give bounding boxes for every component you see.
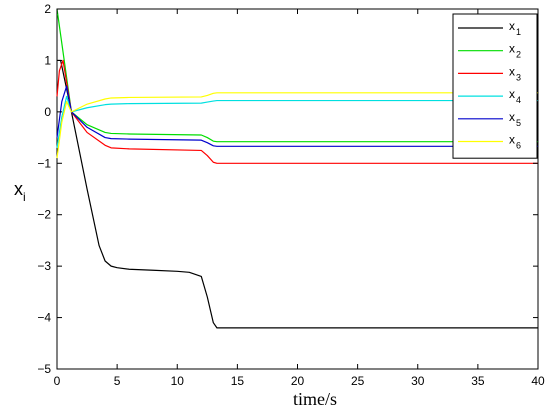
legend-box: [452, 13, 538, 159]
y-tick-label: 2: [44, 2, 51, 16]
x-tick-label: 0: [54, 374, 61, 388]
legend-sub-x1: 1: [516, 27, 521, 37]
series-lines: [56, 8, 538, 329]
legend-label-x3: x: [509, 64, 515, 78]
y-tick-label: 1: [44, 53, 51, 67]
y-tick-label: −5: [37, 362, 51, 376]
x-tick-label: 35: [471, 374, 485, 388]
legend-sub-x6: 6: [516, 141, 521, 151]
series-line-x1: [57, 59, 538, 329]
series-line-x6: [56, 92, 538, 159]
svg-text:x: x: [14, 179, 23, 199]
x-tick-label: 40: [531, 374, 545, 388]
legend-sub-x3: 3: [516, 72, 521, 82]
legend-label-x5: x: [509, 110, 515, 124]
legend-sub-x4: 4: [516, 95, 521, 105]
legend-label-x2: x: [509, 42, 515, 56]
y-tick-label: −1: [37, 156, 51, 170]
x-tick-label: 10: [171, 374, 185, 388]
x-tick-label: 20: [291, 374, 305, 388]
y-tick-label: 0: [44, 105, 51, 119]
x-tick-label: 15: [231, 374, 245, 388]
y-tick-label: −3: [37, 259, 51, 273]
legend-sub-x2: 2: [516, 50, 521, 60]
x-tick-label: 25: [351, 374, 365, 388]
series-line-x3: [56, 59, 538, 164]
x-tick-label: 5: [114, 374, 121, 388]
x-tick-label: 30: [411, 374, 425, 388]
x-axis-label: time/s: [293, 389, 337, 409]
legend-sub-x5: 5: [516, 118, 521, 128]
y-tick-label: −2: [37, 208, 51, 222]
legend: x 1x 2x 3x 4x 5x 6: [452, 13, 538, 159]
legend-label-x4: x: [509, 87, 515, 101]
series-line-x4: [56, 95, 538, 148]
series-line-x5: [56, 85, 538, 147]
series-line-x2: [56, 8, 538, 143]
y-tick-label: −4: [37, 311, 51, 325]
legend-label-x1: x: [509, 19, 515, 33]
legend-label-x6: x: [509, 133, 515, 147]
svg-text:i: i: [23, 190, 26, 204]
y-axis-label: x i: [14, 179, 26, 204]
x-axis-ticks: 0 5 10 15 20 25 30 35 40: [54, 9, 545, 388]
